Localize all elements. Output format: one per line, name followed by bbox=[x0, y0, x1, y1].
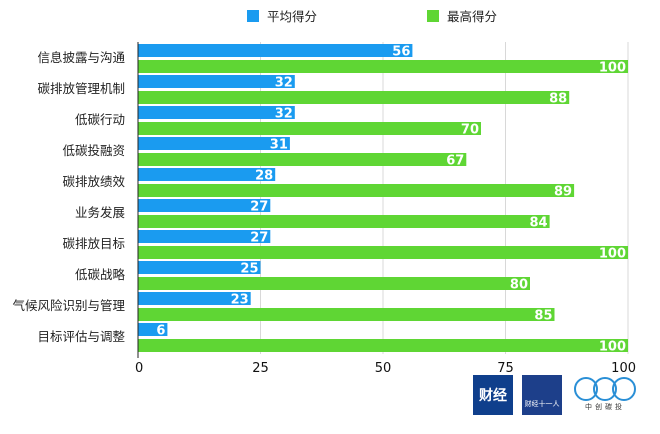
bar-average bbox=[138, 44, 413, 57]
category-label: 低碳投融资 bbox=[62, 143, 125, 158]
bar-average bbox=[138, 106, 295, 119]
data-label: 100 bbox=[599, 247, 626, 262]
legend-label: 平均得分 bbox=[267, 9, 317, 24]
data-label: 89 bbox=[554, 185, 572, 200]
data-label: 84 bbox=[530, 216, 548, 231]
bar-max bbox=[138, 277, 530, 290]
bar-max bbox=[138, 91, 570, 104]
category-label: 碳排放目标 bbox=[62, 236, 125, 251]
x-tick-label: 0 bbox=[135, 361, 143, 376]
data-label: 80 bbox=[510, 278, 528, 293]
bar-average bbox=[138, 168, 276, 181]
x-tick-label: 25 bbox=[252, 361, 269, 376]
data-label: 23 bbox=[231, 293, 249, 308]
caijing-eleven-logo: 财经十一人 bbox=[522, 375, 562, 415]
data-label: 70 bbox=[461, 123, 479, 138]
data-label: 100 bbox=[599, 61, 626, 76]
category-label: 信息披露与沟通 bbox=[37, 50, 125, 65]
caijing-logo: 财经 bbox=[473, 375, 513, 415]
bar-average bbox=[138, 292, 251, 305]
category-label: 业务发展 bbox=[75, 205, 125, 220]
data-label: 27 bbox=[250, 231, 268, 246]
bar-max bbox=[138, 246, 628, 259]
bar-max bbox=[138, 153, 467, 166]
data-label: 67 bbox=[446, 154, 464, 169]
legend-label: 最高得分 bbox=[447, 9, 497, 24]
data-label: 25 bbox=[240, 262, 258, 277]
category-label: 碳排放管理机制 bbox=[37, 81, 125, 96]
bar-max bbox=[138, 215, 550, 228]
bar-average bbox=[138, 323, 168, 336]
x-tick-label: 75 bbox=[497, 361, 514, 376]
data-label: 6 bbox=[156, 324, 165, 339]
data-label: 100 bbox=[599, 340, 626, 355]
category-label: 碳排放绩效 bbox=[62, 174, 125, 189]
bar-max bbox=[138, 122, 481, 135]
bar-average bbox=[138, 75, 295, 88]
category-label: 气候风险识别与管理 bbox=[12, 298, 125, 313]
category-label: 目标评估与调整 bbox=[37, 329, 125, 344]
bar-max bbox=[138, 308, 555, 321]
bar-max bbox=[138, 60, 628, 73]
data-label: 32 bbox=[275, 76, 293, 91]
x-tick-label: 100 bbox=[611, 361, 636, 376]
rings-icon bbox=[574, 377, 636, 401]
data-label: 31 bbox=[270, 138, 288, 153]
category-label: 低碳战略 bbox=[75, 267, 126, 282]
bar-max bbox=[138, 339, 628, 352]
data-label: 32 bbox=[275, 107, 293, 122]
legend-swatch bbox=[427, 10, 439, 22]
data-label: 88 bbox=[549, 92, 567, 107]
zhongchuang-logo: 中创碳投 bbox=[572, 375, 638, 415]
bar-average bbox=[138, 230, 271, 243]
bar-average bbox=[138, 137, 290, 150]
data-label: 28 bbox=[255, 169, 273, 184]
legend-swatch bbox=[247, 10, 259, 22]
bar-max bbox=[138, 184, 575, 197]
data-label: 85 bbox=[534, 309, 552, 324]
zhongchuang-logo-text: 中创碳投 bbox=[585, 403, 625, 411]
category-label: 低碳行动 bbox=[75, 112, 125, 127]
x-tick-label: 50 bbox=[375, 361, 392, 376]
data-label: 27 bbox=[250, 200, 268, 215]
bar-average bbox=[138, 199, 271, 212]
data-label: 56 bbox=[392, 45, 410, 60]
bar-average bbox=[138, 261, 261, 274]
